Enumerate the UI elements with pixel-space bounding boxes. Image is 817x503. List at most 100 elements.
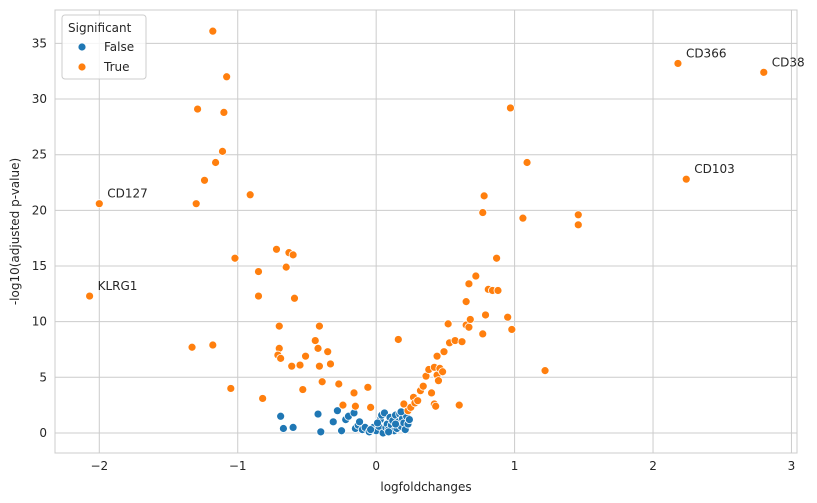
y-tick-label: 10 [32,315,47,329]
y-tick-label: 0 [39,426,47,440]
legend-label-true: True [103,60,130,74]
point-true [301,351,310,361]
point-true [94,199,104,209]
point-true [439,347,449,357]
point-true [254,267,263,276]
point-true [349,388,359,398]
point-true [276,353,286,363]
point-true [399,399,409,409]
point-true [363,382,373,392]
y-tick-label: 25 [32,148,47,162]
point-true [506,103,515,113]
point-true [759,67,769,77]
point-true [457,337,467,347]
x-tick-label: 2 [649,459,657,473]
point-true [313,343,323,353]
point-true [208,26,218,36]
point-true [413,396,423,406]
point-true [310,336,320,345]
legend-marker-false [77,42,87,52]
point-false [355,417,364,427]
point-true [454,400,464,410]
point-false [333,406,342,416]
point-true [573,210,583,220]
point-true [366,402,376,412]
point-false [316,427,326,437]
point-true [479,191,489,201]
point-annotations: CD366 CD38 CD103 CD127 KLRG1 [98,46,805,293]
point-false [384,427,394,437]
point-false [373,418,382,428]
annotation-cd103: CD103 [694,162,735,176]
y-tick-label: 20 [32,203,47,217]
point-true [274,321,284,331]
point-false [288,422,298,432]
x-tick-label: 3 [788,459,796,473]
x-tick-label: −2 [90,459,108,473]
point-false [337,426,346,436]
x-axis-label: logfoldchanges [380,480,471,494]
point-false [328,417,338,427]
point-true [681,174,691,184]
point-true [315,321,324,331]
point-true [673,59,683,68]
y-tick-label: 5 [39,370,47,384]
point-false [276,411,286,421]
plot-frame [54,9,798,454]
point-true [193,104,202,114]
point-true [438,367,448,377]
point-true [200,175,209,185]
point-true [338,400,348,410]
point-true [471,271,481,281]
point-true [461,297,471,307]
point-true [85,291,95,301]
x-tick-label: 0 [372,459,380,473]
x-tick-label: −1 [229,459,247,473]
point-true [393,335,403,344]
point-true [218,146,227,156]
point-false [391,419,400,429]
point-true [518,213,528,223]
point-true [290,293,299,303]
legend-entries: False True [77,40,134,74]
point-true [493,286,503,295]
point-false [313,409,323,419]
point-true [317,377,327,387]
point-true [191,199,201,209]
point-false [279,424,288,433]
point-true [427,388,436,398]
point-true [187,342,197,352]
point-true [522,158,532,167]
point-true [465,315,475,324]
legend-marker-true [77,62,87,72]
point-true [478,329,488,339]
point-true [230,253,240,263]
point-false [366,425,376,435]
point-true [481,310,490,320]
point-true [211,158,220,167]
point-true [507,325,517,334]
point-true [418,381,428,391]
y-tick-label: 35 [32,36,47,50]
point-true [281,262,291,272]
point-true [219,108,229,117]
legend-title: Significant [68,21,132,35]
point-true [434,376,443,386]
point-true [295,360,305,370]
annotation-cd38: CD38 [772,55,805,69]
point-true [298,385,308,394]
point-false [404,415,414,425]
point-true [222,72,232,82]
point-true [478,208,488,217]
point-true [464,279,474,289]
x-tick-label: 1 [511,459,519,473]
point-true [245,190,255,200]
point-true [431,401,441,411]
point-true [208,340,218,350]
legend-label-false: False [104,40,134,54]
point-true [254,291,263,301]
annotation-cd127: CD127 [107,187,148,201]
point-true [226,384,236,393]
